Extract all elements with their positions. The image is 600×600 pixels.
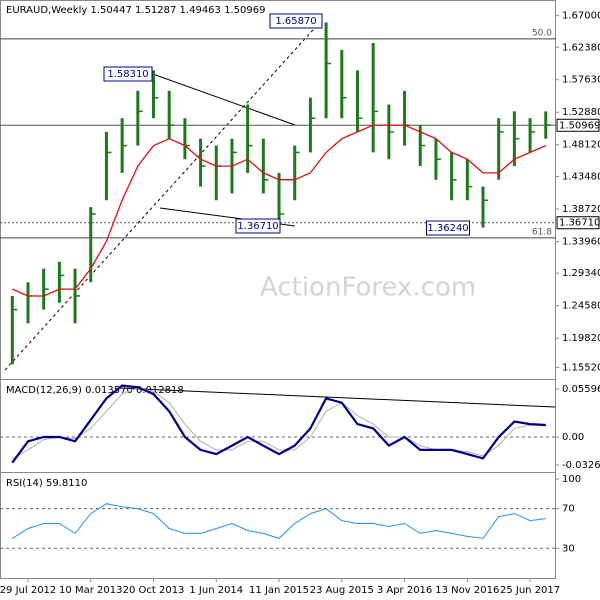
annotation-box xyxy=(269,13,323,29)
signal-line xyxy=(12,387,546,459)
y-tick-label: 1.24580 xyxy=(562,301,600,312)
panel-title: MACD(12,26,9) 0.013570 0.012818 xyxy=(6,385,184,396)
trend-line xyxy=(4,19,323,371)
y-tick-label: -0.03269 xyxy=(562,460,600,471)
trend-line xyxy=(149,72,296,126)
moving-average xyxy=(12,124,547,297)
price-box xyxy=(556,216,600,230)
price-label: 1.36710 xyxy=(559,218,600,229)
fib-label: 50.0 xyxy=(532,28,552,38)
y-tick-label: 1.38720 xyxy=(562,204,600,215)
y-tick-label: 1.19820 xyxy=(562,333,600,344)
y-tick-label: 1.52880 xyxy=(562,107,600,118)
x-tick-label: 29 Jul 2012 xyxy=(0,585,56,596)
annotation: 1.36710 xyxy=(237,221,278,232)
x-tick-label: 23 Aug 2015 xyxy=(310,585,374,596)
y-tick-label: 1.48120 xyxy=(562,140,600,151)
y-tick-label: 0.00 xyxy=(562,432,584,443)
y-tick-label: 70 xyxy=(562,504,575,515)
y-tick-label: 1.15520 xyxy=(562,363,600,374)
annotation: 1.58310 xyxy=(107,69,148,80)
y-tick-label: 1.33960 xyxy=(562,237,600,248)
price-box xyxy=(556,118,600,132)
annotation: 1.36240 xyxy=(427,223,468,234)
x-tick-label: 20 Oct 2013 xyxy=(123,585,185,596)
x-tick-label: 13 Nov 2016 xyxy=(435,585,499,596)
y-tick-label: 1.57630 xyxy=(562,75,600,86)
x-tick-label: 3 Apr 2016 xyxy=(377,585,432,596)
panel-title: RSI(14) 59.8110 xyxy=(6,478,87,489)
panel-title: EURAUD,Weekly 1.50447 1.51287 1.49463 1.… xyxy=(6,5,265,16)
price-label: 1.50969 xyxy=(559,120,600,131)
watermark: ActionForex.com xyxy=(260,273,476,303)
y-tick-label: 30 xyxy=(562,543,575,554)
y-tick-label: 1.29340 xyxy=(562,268,600,279)
fib-label: 61.8 xyxy=(532,227,552,237)
x-tick-label: 1 Jun 2014 xyxy=(189,585,243,596)
x-tick-label: 25 Jun 2017 xyxy=(500,585,560,596)
macd-line xyxy=(11,384,546,464)
annotation-box xyxy=(426,220,470,236)
y-tick-label: 100 xyxy=(562,474,581,485)
annotation: 1.65870 xyxy=(275,16,316,27)
y-tick-label: 1.67000 xyxy=(562,11,600,22)
trend-line xyxy=(117,387,556,408)
rsi-line xyxy=(12,503,546,539)
annotation-box xyxy=(235,218,281,234)
y-tick-label: 0.05596 xyxy=(562,384,600,395)
annotation-box xyxy=(103,66,153,82)
x-tick-label: 10 Mar 2013 xyxy=(59,585,122,596)
y-tick-label: 1.62380 xyxy=(562,42,600,53)
frame xyxy=(0,0,556,579)
y-tick-label: 1.43480 xyxy=(562,171,600,182)
x-tick-label: 11 Jan 2015 xyxy=(249,585,309,596)
